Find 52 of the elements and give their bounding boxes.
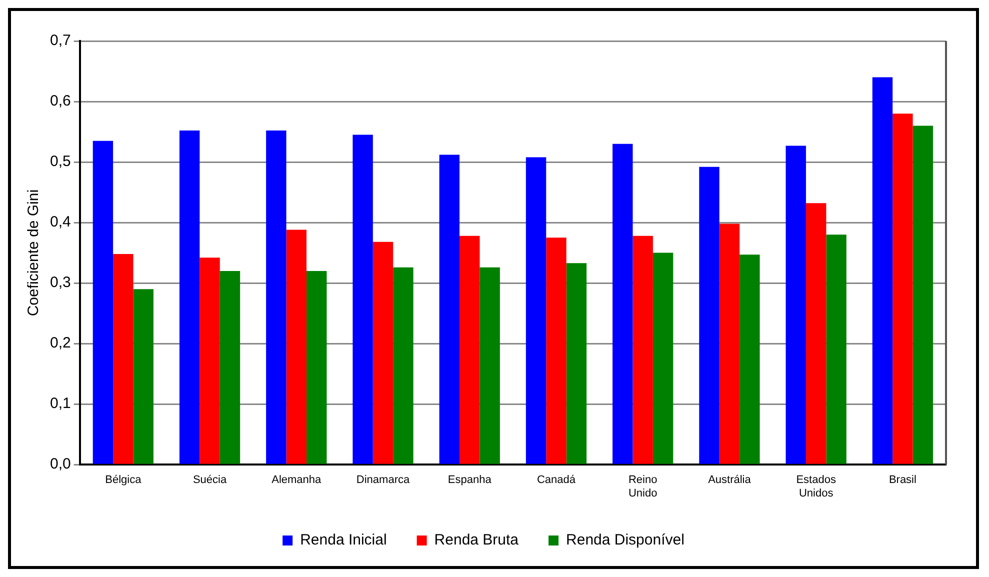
bar: [699, 166, 720, 464]
bar: [266, 130, 286, 464]
x-tick-label: Brasil: [888, 474, 916, 486]
y-tick-label: 0,3: [50, 274, 71, 292]
bar: [220, 270, 240, 464]
bar: [439, 154, 460, 464]
bar: [826, 234, 846, 464]
bar: [912, 126, 934, 464]
bar: [546, 238, 566, 464]
bar: [133, 289, 154, 464]
bar: [306, 270, 327, 464]
x-tick-label: Alemanha: [272, 474, 322, 486]
bar: [480, 267, 500, 464]
x-tick-label: Estados Unidos: [796, 474, 836, 500]
x-tick-label: Canadá: [536, 474, 576, 486]
x-tick-label: Suécia: [192, 474, 228, 486]
x-tick-label: Bélgica: [105, 474, 142, 486]
y-tick-label: 0,0: [50, 456, 71, 473]
x-tick-label: Austrália: [708, 474, 752, 486]
y-tick-label: 0,5: [50, 153, 71, 170]
y-tick-label: 0,7: [50, 32, 71, 50]
y-tick-label: 0,2: [50, 334, 71, 352]
bar: [372, 242, 394, 464]
x-tick-label: Espanha: [448, 474, 492, 486]
bar: [352, 134, 373, 464]
bar: [632, 236, 653, 464]
bar: [652, 252, 674, 464]
bar: [526, 157, 546, 464]
bar: [179, 130, 200, 464]
bar: [612, 144, 633, 464]
legend-label: Renda Bruta: [434, 532, 520, 549]
bar: [740, 254, 760, 464]
bar: [200, 258, 220, 464]
y-axis-title: Coeficiente de Gini: [25, 189, 42, 316]
bar: [806, 203, 826, 464]
bar: [786, 146, 806, 464]
bar: [286, 230, 306, 464]
bar: [393, 267, 414, 464]
bar: [92, 140, 114, 464]
legend-label: Renda Disponível: [566, 532, 684, 549]
legend-label: Renda Inicial: [300, 532, 387, 549]
y-tick-label: 0,4: [50, 214, 71, 231]
x-tick-label: Dinamarca: [356, 474, 410, 486]
y-tick-label: 0,1: [50, 395, 71, 412]
bar: [460, 236, 480, 464]
x-tick-label: Reino Unido: [628, 474, 658, 500]
y-tick-label: 0,6: [50, 92, 71, 110]
bar: [872, 77, 893, 464]
bar: [113, 254, 134, 464]
bar: [566, 263, 587, 464]
bar: [892, 114, 913, 464]
bar: [719, 224, 740, 464]
